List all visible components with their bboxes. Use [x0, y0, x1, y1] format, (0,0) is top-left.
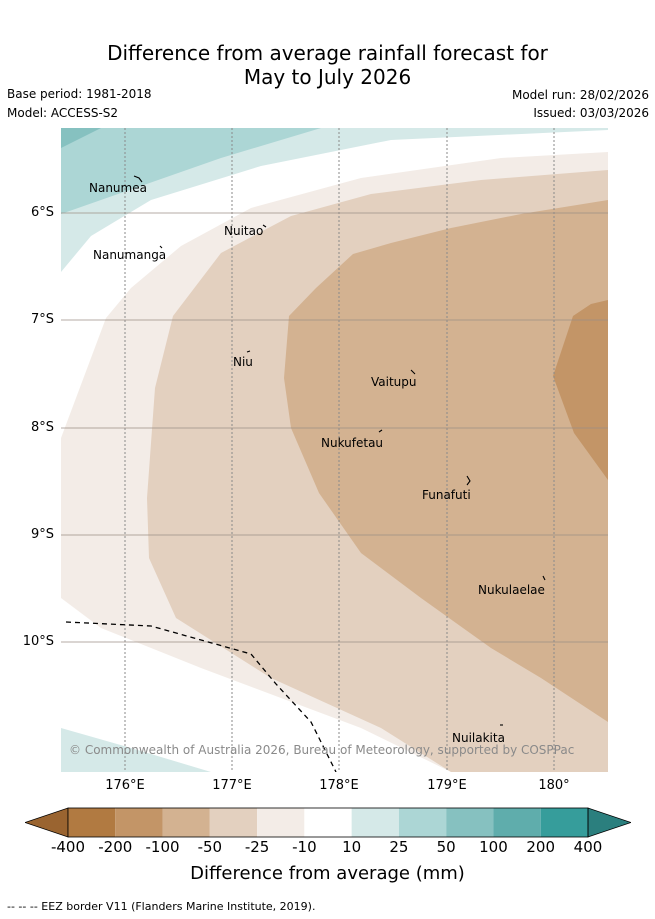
island-label-nanumea: Nanumea [89, 181, 147, 195]
colorbar-tick-label: 25 [376, 838, 422, 856]
colorbar-segment [352, 808, 399, 837]
colorbar-tick-label: 100 [470, 838, 516, 856]
rainfall-map [61, 128, 608, 772]
island-label-niu: Niu [233, 355, 253, 369]
eez-legend: -- -- -- EEZ border V11 (Flanders Marine… [7, 900, 315, 913]
colorbar-tick-label: -50 [187, 838, 233, 856]
colorbar-extend-high [588, 808, 631, 837]
island-label-nuitao: Nuitao [224, 224, 263, 238]
colorbar-tick-label: -400 [45, 838, 91, 856]
island-label-vaitupu: Vaitupu [371, 375, 417, 389]
colorbar-tick-label: -25 [234, 838, 280, 856]
colorbar-segment [68, 808, 115, 837]
colorbar-segment [304, 808, 351, 837]
colorbar-tick-label: -10 [281, 838, 327, 856]
lat-label-10s: 10°S [2, 634, 54, 649]
lat-label-9s: 9°S [2, 527, 54, 542]
lon-label-176e: 176°E [95, 778, 155, 793]
copyright-notice: © Commonwealth of Australia 2026, Bureau… [69, 743, 574, 757]
colorbar-tick-label: -100 [140, 838, 186, 856]
lon-label-179e: 179°E [417, 778, 477, 793]
colorbar-tick-label: 50 [423, 838, 469, 856]
colorbar-segment [541, 808, 588, 837]
colorbar-segment [210, 808, 257, 837]
colorbar-label: Difference from average (mm) [0, 863, 655, 884]
model-run: Model run: 28/02/2026 [512, 88, 649, 102]
colorbar-segment [163, 808, 210, 837]
colorbar-tick-label: 10 [329, 838, 375, 856]
colorbar-extend-low [25, 808, 68, 837]
colorbar [25, 807, 631, 838]
colorbar-tick-label: -200 [92, 838, 138, 856]
lat-label-7s: 7°S [2, 312, 54, 327]
colorbar-segment [257, 808, 304, 837]
colorbar-segment [493, 808, 540, 837]
base-period: Base period: 1981-2018 [7, 87, 152, 101]
colorbar-segment [115, 808, 162, 837]
colorbar-tick-label: 200 [518, 838, 564, 856]
map-title-line1: Difference from average rainfall forecas… [0, 41, 655, 65]
colorbar-segment [399, 808, 446, 837]
lon-label-178e: 178°E [309, 778, 369, 793]
island-label-nukulaelae: Nukulaelae [478, 583, 545, 597]
issued-date: Issued: 03/03/2026 [533, 106, 649, 120]
colorbar-tick-label: 400 [565, 838, 611, 856]
lon-label-177e: 177°E [202, 778, 262, 793]
lat-label-8s: 8°S [2, 420, 54, 435]
island-label-funafuti: Funafuti [422, 488, 471, 502]
map-title-line2: May to July 2026 [0, 65, 655, 89]
lat-label-6s: 6°S [2, 205, 54, 220]
colorbar-segment [446, 808, 493, 837]
island-label-nanumanga: Nanumanga [93, 248, 166, 262]
island-label-nukufetau: Nukufetau [321, 436, 383, 450]
lon-label-180: 180° [524, 778, 584, 793]
model-name: Model: ACCESS-S2 [7, 106, 118, 120]
